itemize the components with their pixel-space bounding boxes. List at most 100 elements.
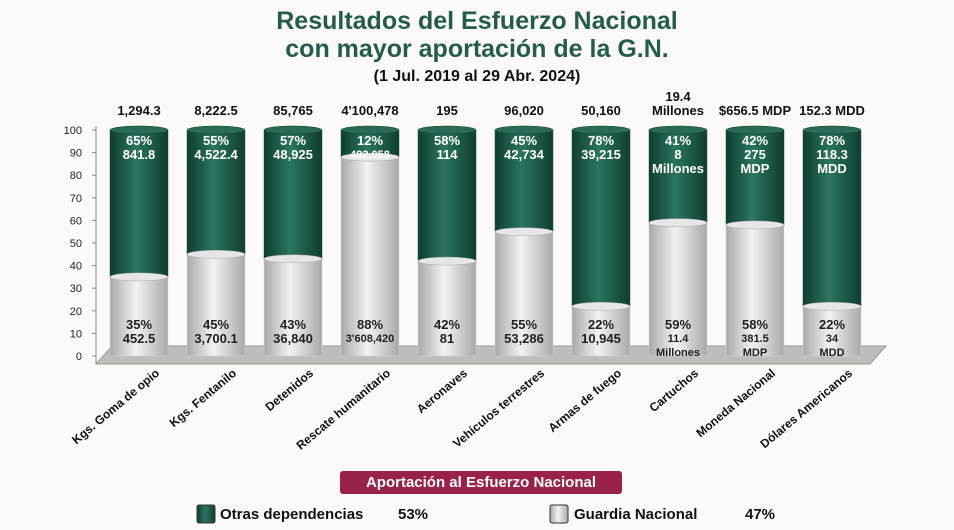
amount-label: 10,945 [581, 331, 621, 346]
legend-title: Aportación al Esfuerzo Nacional [340, 471, 622, 494]
total-label: 85,765 [273, 103, 313, 118]
value-label: 45% [202, 317, 230, 332]
y-tick-label: 100 [64, 125, 82, 137]
bar-segment [494, 129, 554, 232]
amount-label: 4,522.4 [194, 147, 238, 162]
bar-cap [802, 302, 862, 311]
value-label: 22% [587, 317, 615, 332]
value-label: 12% [356, 133, 384, 148]
value-label: 59% [664, 317, 692, 332]
bar-cap [340, 125, 400, 135]
total-label: 96,020 [504, 103, 544, 118]
bar-cap [186, 125, 246, 135]
bar-segment [186, 129, 246, 255]
amount-label: 841.8 [122, 147, 156, 162]
bar-segment [571, 129, 631, 307]
legend-swatch [549, 504, 569, 524]
amount-label: 42,734 [504, 147, 544, 162]
bar-cap [109, 272, 169, 282]
y-tick-label: 80 [70, 170, 82, 182]
bar-cap [417, 125, 477, 135]
value-label: 41% [664, 133, 692, 148]
amount-label: 114 [436, 147, 458, 162]
total-label: 50,160 [581, 103, 621, 118]
total-label: 1,294.3 [117, 103, 161, 118]
value-label: 35% [125, 317, 153, 332]
amount-label: 381.5 MDP [741, 333, 769, 359]
amount-label: 452.5 [122, 331, 156, 346]
value-label: 42% [741, 133, 769, 148]
bar-cap [186, 250, 246, 259]
value-label: 58% [741, 317, 769, 332]
bar-cap [494, 125, 554, 135]
amount-label: 53,286 [504, 331, 544, 346]
y-tick-label: 0 [76, 351, 82, 363]
amount-label: 492,058 [350, 149, 390, 161]
bar-cap [263, 254, 323, 264]
bar-cap [417, 256, 477, 266]
y-tick-label: 10 [70, 328, 82, 340]
value-label: 78% [587, 133, 615, 148]
y-tick-label: 70 [70, 193, 82, 205]
legend-share: 47% [745, 506, 776, 523]
y-tick-label: 90 [70, 148, 82, 160]
bar-segment [417, 260, 477, 357]
value-label: 78% [818, 133, 846, 148]
value-label: 42% [433, 317, 461, 332]
amount-label: 275 MDP [740, 147, 770, 176]
subtitle: (1 Jul. 2019 al 29 Abr. 2024) [373, 68, 581, 85]
value-label: 55% [510, 317, 538, 332]
total-label: 8,222.5 [194, 103, 238, 118]
legend-label: Otras dependencias [220, 506, 364, 523]
total-label: 195 [436, 103, 458, 118]
legend-swatch [196, 504, 216, 524]
bar-cap [571, 125, 631, 135]
amount-label: 3,700.1 [194, 331, 238, 346]
total-label: 19.4 Millones [651, 89, 704, 118]
bar-cap [648, 125, 708, 135]
bar-segment [648, 129, 708, 223]
bar-cap [648, 218, 708, 227]
legend-share: 53% [398, 506, 429, 523]
total-label: $656.5 MDP [718, 103, 792, 118]
bar-cap [109, 125, 169, 135]
bar-segment [648, 222, 708, 357]
bar-segment [340, 156, 400, 357]
value-label: 45% [510, 133, 538, 148]
value-label: 55% [202, 133, 230, 148]
amount-label: 81 [439, 331, 455, 346]
bar-cap [263, 125, 323, 135]
y-tick-label: 30 [70, 283, 82, 295]
amount-label: 39,215 [581, 147, 621, 162]
y-tick-label: 60 [70, 215, 82, 227]
bar-cap [725, 125, 785, 135]
legend-label: Guardia Nacional [574, 506, 698, 523]
bar-segment [725, 129, 785, 226]
bar-segment [263, 129, 323, 260]
title: con mayor aportación de la G.N. [285, 35, 669, 63]
value-label: 88% [356, 317, 384, 332]
bar-segment [109, 276, 169, 357]
total-label: 152.3 MDD [799, 103, 865, 118]
value-label: 43% [279, 317, 307, 332]
bar-cap [494, 227, 554, 236]
bar-cap [725, 220, 785, 230]
bar-segment [494, 231, 554, 357]
amount-label: 8 Millones [651, 147, 704, 176]
value-label: 58% [433, 133, 461, 148]
bar-cap [571, 302, 631, 311]
amount-label: 11.4 Millones [655, 333, 700, 359]
bar-cap [802, 125, 862, 135]
y-tick-label: 40 [70, 261, 82, 273]
amount-label: 34 MDD [819, 333, 845, 359]
value-label: 65% [125, 133, 153, 148]
bar-segment [263, 258, 323, 357]
bar-segment [109, 129, 169, 278]
bar-segment [186, 254, 246, 357]
bar-segment [725, 224, 785, 357]
value-label: 57% [279, 133, 307, 148]
y-tick-label: 20 [70, 306, 82, 318]
bar-segment [802, 129, 862, 307]
